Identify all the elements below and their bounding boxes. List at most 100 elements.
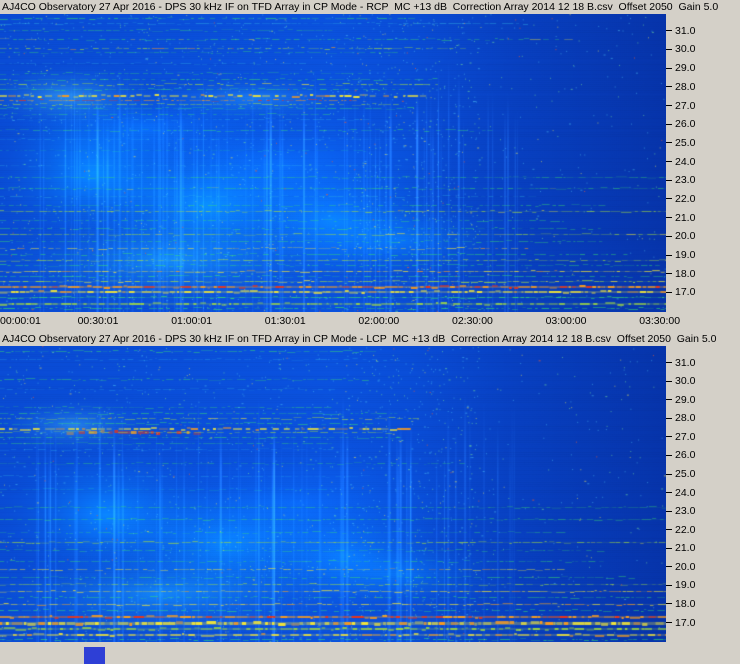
freq-tick: 24.0 xyxy=(666,487,695,499)
freq-tick-mark xyxy=(666,217,672,219)
freq-tick: 22.0 xyxy=(666,193,695,205)
freq-tick: 18.0 xyxy=(666,268,695,280)
freq-tick-label: 31.0 xyxy=(675,24,696,37)
freq-tick: 18.0 xyxy=(666,598,695,610)
freq-tick-label: 20.0 xyxy=(675,560,696,573)
freq-tick-label: 17.0 xyxy=(675,286,696,299)
freq-tick-label: 21.0 xyxy=(675,211,696,224)
freq-tick-label: 18.0 xyxy=(675,267,696,280)
freq-tick-label: 20.0 xyxy=(675,230,696,243)
freq-tick-label: 25.0 xyxy=(675,136,696,149)
freq-tick: 29.0 xyxy=(666,394,695,406)
freq-tick-label: 24.0 xyxy=(675,155,696,168)
time-tick-label: 01:00:01 xyxy=(171,315,213,327)
panel-title-rcp: AJ4CO Observatory 27 Apr 2016 - DPS 30 k… xyxy=(0,0,740,14)
freq-tick-label: 25.0 xyxy=(675,468,696,481)
time-axis: 00:00:01 00:30:01 01:00:01 01:30:01 02:00:00… xyxy=(0,312,740,332)
freq-tick-mark xyxy=(666,48,672,50)
freq-tick-mark xyxy=(666,454,672,456)
time-tick-label: 01:30:01 xyxy=(264,315,306,327)
freq-tick: 21.0 xyxy=(666,212,695,224)
freq-tick-mark xyxy=(666,566,672,568)
freq-tick-mark xyxy=(666,198,672,200)
freq-tick-label: 27.0 xyxy=(675,430,696,443)
freq-tick: 20.0 xyxy=(666,561,695,573)
bottom-blue-patch xyxy=(84,647,105,664)
freq-tick: 27.0 xyxy=(666,100,695,112)
freq-tick-label: 23.0 xyxy=(675,174,696,187)
spectrogram-canvas-rcp[interactable] xyxy=(0,14,666,312)
freq-tick-label: 28.0 xyxy=(675,412,696,425)
freq-tick: 29.0 xyxy=(666,62,695,74)
freq-tick-mark xyxy=(666,254,672,256)
freq-tick: 23.0 xyxy=(666,505,695,517)
freq-tick-mark xyxy=(666,529,672,531)
freq-tick: 26.0 xyxy=(666,118,695,130)
freq-tick-mark xyxy=(666,473,672,475)
freq-tick-mark xyxy=(666,399,672,401)
freq-tick: 31.0 xyxy=(666,25,695,37)
freq-tick: 17.0 xyxy=(666,617,695,629)
freq-tick: 19.0 xyxy=(666,249,695,261)
freq-tick-mark xyxy=(666,105,672,107)
freq-tick-label: 18.0 xyxy=(675,597,696,610)
freq-tick: 30.0 xyxy=(666,43,695,55)
freq-tick-label: 19.0 xyxy=(675,579,696,592)
freq-tick-mark xyxy=(666,179,672,181)
freq-tick: 20.0 xyxy=(666,230,695,242)
freq-tick-mark xyxy=(666,142,672,144)
freq-tick-label: 26.0 xyxy=(675,118,696,131)
freq-tick-label: 30.0 xyxy=(675,43,696,56)
freq-tick: 31.0 xyxy=(666,357,695,369)
freq-tick-mark xyxy=(666,492,672,494)
freq-tick-label: 29.0 xyxy=(675,393,696,406)
freq-axis-rcp: 31.0 30.0 29.0 28.0 27.0 26.0 25.0 24.0 23.0 22.0… xyxy=(666,14,740,312)
freq-tick: 19.0 xyxy=(666,579,695,591)
freq-axis-lcp: 31.0 30.0 29.0 28.0 27.0 26.0 25.0 24.0 23.0 22.0… xyxy=(666,346,740,642)
freq-tick-mark xyxy=(666,603,672,605)
freq-tick: 25.0 xyxy=(666,468,695,480)
freq-tick-label: 27.0 xyxy=(675,99,696,112)
freq-tick: 23.0 xyxy=(666,174,695,186)
freq-tick-label: 24.0 xyxy=(675,486,696,499)
freq-tick-mark xyxy=(666,362,672,364)
freq-tick-label: 30.0 xyxy=(675,375,696,388)
freq-tick-mark xyxy=(666,86,672,88)
freq-tick: 27.0 xyxy=(666,431,695,443)
freq-tick-label: 29.0 xyxy=(675,62,696,75)
freq-tick-mark xyxy=(666,417,672,419)
spectrogram-canvas-lcp[interactable] xyxy=(0,346,666,642)
freq-tick: 25.0 xyxy=(666,137,695,149)
freq-tick-label: 17.0 xyxy=(675,616,696,629)
freq-tick-label: 21.0 xyxy=(675,542,696,555)
time-tick-label: 02:00:00 xyxy=(358,315,400,327)
freq-tick: 28.0 xyxy=(666,412,695,424)
time-tick-label: 00:00:01 xyxy=(0,315,41,327)
freq-tick-label: 26.0 xyxy=(675,449,696,462)
freq-tick: 26.0 xyxy=(666,449,695,461)
time-tick-label: 00:30:01 xyxy=(77,315,119,327)
time-tick-label: 02:30:00 xyxy=(452,315,493,327)
freq-tick-label: 23.0 xyxy=(675,505,696,518)
freq-tick-mark xyxy=(666,291,672,293)
freq-tick-mark xyxy=(666,622,672,623)
freq-tick: 28.0 xyxy=(666,81,695,93)
freq-tick-label: 22.0 xyxy=(675,523,696,536)
panel-title-lcp: AJ4CO Observatory 27 Apr 2016 - DPS 30 k… xyxy=(0,332,740,346)
freq-tick-mark xyxy=(666,510,672,512)
time-tick-label: 03:00:00 xyxy=(545,315,587,327)
freq-tick-mark xyxy=(666,235,672,237)
spectrogram-panel-lcp xyxy=(0,346,666,642)
freq-tick: 21.0 xyxy=(666,542,695,554)
freq-tick: 24.0 xyxy=(666,156,695,168)
freq-tick-mark xyxy=(666,436,672,438)
time-tick-label: 03:30:00 xyxy=(639,315,681,327)
spectrogram-panel-rcp xyxy=(0,14,666,312)
freq-tick: 30.0 xyxy=(666,375,695,387)
freq-tick-label: 22.0 xyxy=(675,192,696,205)
freq-tick: 17.0 xyxy=(666,286,695,298)
bottom-bar xyxy=(0,642,740,664)
freq-tick-mark xyxy=(666,30,672,32)
freq-tick-mark xyxy=(666,161,672,163)
